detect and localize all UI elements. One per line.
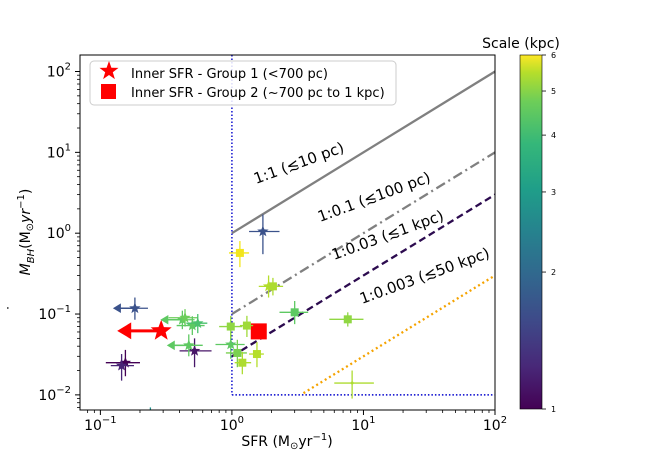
colorbar: Scale (kpc) 1 2 3 4 5 6 xyxy=(482,36,560,414)
upper-limit-arrow-head xyxy=(112,303,121,314)
x-tick-label: 10−1 xyxy=(84,415,117,434)
data-point xyxy=(117,319,172,340)
data-point xyxy=(148,407,152,425)
y-axis-label: MBH(M⊙yr−1) ˙ xyxy=(6,189,37,312)
marker-star xyxy=(179,311,191,323)
marker-square xyxy=(242,321,251,330)
legend-box xyxy=(89,60,397,106)
marker-square xyxy=(290,308,299,317)
marker-star xyxy=(225,338,237,350)
data-point xyxy=(263,277,284,296)
marker-star xyxy=(186,319,198,331)
colorbar-title: Scale (kpc) xyxy=(482,36,560,52)
data-point xyxy=(105,349,140,377)
marker-star xyxy=(257,225,269,237)
legend-label-group1: Inner SFR - Group 1 (<700 pc) xyxy=(131,67,328,82)
marker-square xyxy=(250,323,267,340)
colorbar-tick-label: 1 xyxy=(551,405,556,414)
plot-area xyxy=(105,55,495,425)
marker-star xyxy=(129,302,141,314)
legend-label-group2: Inner SFR - Group 2 (~700 pc to 1 kpc) xyxy=(131,86,385,101)
upper-limit-arrow-head xyxy=(160,314,169,325)
ratio-line-3 xyxy=(231,193,495,358)
marker-star xyxy=(188,344,201,356)
axes-frame xyxy=(79,54,496,411)
marker-square xyxy=(343,315,352,324)
ratio-line-2 xyxy=(231,151,495,316)
marker-star xyxy=(119,356,132,368)
data-point xyxy=(186,314,208,334)
colorbar-tick-label: 4 xyxy=(551,131,556,140)
data-point xyxy=(239,315,254,337)
y-tick-label: 100 xyxy=(47,223,71,242)
marker-square xyxy=(233,348,242,357)
marker-square xyxy=(226,322,235,331)
ratio-label-1: 1:1 (≲10 pc) xyxy=(251,138,346,187)
x-tick-label: 101 xyxy=(351,415,375,434)
data-point xyxy=(249,214,280,255)
colorbar-tick-label: 3 xyxy=(551,188,556,197)
data-point xyxy=(166,334,203,357)
marker-square xyxy=(268,282,277,291)
colorbar-tick-label: 2 xyxy=(551,268,556,277)
marker-star xyxy=(183,339,195,351)
y-tick-label: 102 xyxy=(47,62,71,81)
marker-cross xyxy=(350,381,354,385)
legend-star-marker xyxy=(99,61,119,80)
y-tick-label: 10−1 xyxy=(38,304,71,323)
plot-clip-group xyxy=(105,55,495,425)
colorbar-tick-label: 6 xyxy=(551,51,556,60)
ratio-label-4: 1:0.003 (≲50 kpc) xyxy=(357,244,492,308)
legend-square-marker xyxy=(101,84,116,99)
data-point xyxy=(334,370,374,399)
legend: Inner SFR - Group 1 (<700 pc) Inner SFR … xyxy=(89,60,397,106)
y-tick-label: 101 xyxy=(47,142,71,161)
data-point xyxy=(250,323,267,340)
data-point xyxy=(279,300,309,325)
marker-square xyxy=(238,358,247,367)
y-axis-ticks: 10−2 10−1 100 101 102 xyxy=(38,62,80,408)
colorbar-tick-label: 5 xyxy=(551,87,556,96)
data-point xyxy=(249,342,264,368)
marker-star xyxy=(115,359,128,371)
svg-text:MBH(M⊙yr−1): MBH(M⊙yr−1) xyxy=(16,189,37,276)
data-point xyxy=(219,315,243,339)
y-tick-label: 10−2 xyxy=(38,385,71,404)
data-point xyxy=(228,241,250,268)
upper-limit-arrow-head xyxy=(117,322,132,340)
ratio-line-1 xyxy=(231,70,495,235)
marker-star xyxy=(176,313,189,325)
data-point xyxy=(234,351,252,375)
marker-square xyxy=(235,248,244,257)
x-axis-ticks: 10−1 100 101 102 xyxy=(84,410,507,434)
data-point xyxy=(112,297,148,320)
x-tick-label: 102 xyxy=(483,415,507,434)
data-point xyxy=(179,338,212,368)
data-point xyxy=(160,310,195,330)
upper-limit-arrow-head xyxy=(166,340,175,351)
data-point xyxy=(110,354,134,381)
data-point xyxy=(329,312,364,327)
marker-star xyxy=(192,317,204,329)
marker-dot xyxy=(148,421,152,425)
marker-star xyxy=(150,319,172,340)
x-tick-label: 100 xyxy=(220,415,244,434)
x-axis-label: SFR (M⊙yr−1) xyxy=(241,432,332,452)
marker-square xyxy=(252,350,261,359)
y-label-dot: ˙ xyxy=(6,305,22,312)
colorbar-gradient xyxy=(519,54,543,410)
